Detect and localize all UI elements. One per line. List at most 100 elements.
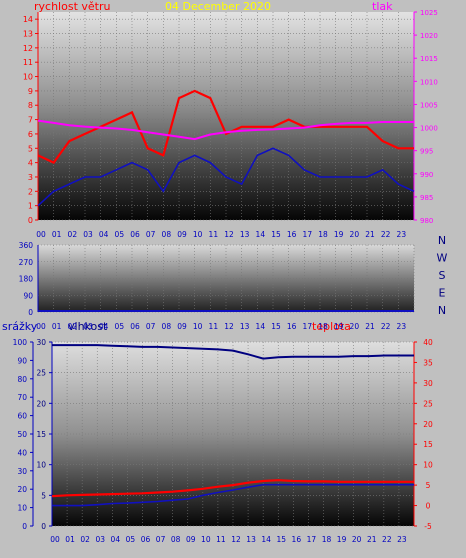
wind-tick-label: 10 (23, 73, 33, 82)
x-tick-label: 21 (365, 230, 375, 239)
x-tick-label: 00 (36, 230, 46, 239)
compass-label: N (438, 304, 446, 317)
x-tick-label: 18 (318, 230, 328, 239)
precipitation-title: srážky (2, 320, 38, 333)
temperature-tick-label: 20 (423, 420, 433, 429)
precip-tick-label: 30 (17, 467, 27, 476)
precip-tick-label: 20 (17, 485, 27, 494)
x-tick-label: 11 (209, 230, 219, 239)
x-tick-label: 22 (381, 230, 391, 239)
pressure-tick-label: 985 (420, 194, 433, 202)
x-tick-label: 00 (36, 322, 46, 331)
x-tick-label: 23 (397, 535, 407, 544)
temperature-tick-label: 40 (423, 338, 433, 347)
x-tick-label: 20 (350, 322, 360, 331)
x-tick-label: 19 (337, 535, 347, 544)
x-tick-label: 03 (83, 230, 93, 239)
wind-tick-label: 0 (28, 216, 33, 225)
wind-tick-label: 9 (28, 87, 33, 96)
x-tick-label: 23 (397, 322, 407, 331)
x-tick-label: 12 (231, 535, 241, 544)
x-tick-label: 00 (50, 535, 60, 544)
direction-tick-label: 270 (19, 258, 34, 267)
x-tick-label: 06 (141, 535, 151, 544)
temperature-tick-label: 35 (423, 358, 433, 367)
x-tick-label: 17 (303, 230, 313, 239)
wind-tick-label: 5 (28, 144, 33, 153)
x-tick-label: 12 (224, 322, 234, 331)
direction-tick-label: 360 (19, 241, 34, 250)
x-tick-label: 09 (186, 535, 196, 544)
precip-tick-label: 40 (17, 448, 27, 457)
x-tick-label: 05 (115, 230, 125, 239)
x-tick-label: 08 (171, 535, 181, 544)
x-tick-label: 16 (292, 535, 302, 544)
temperature-tick-label: 0 (426, 502, 431, 511)
humidity-title: vlhkost (68, 320, 108, 333)
humidity-tick-label: 25 (36, 369, 46, 378)
x-tick-label: 04 (111, 535, 121, 544)
x-tick-label: 20 (352, 535, 362, 544)
series-precipitation (52, 483, 414, 507)
x-tick-label: 06 (130, 322, 140, 331)
x-tick-label: 03 (83, 322, 93, 331)
x-tick-label: 05 (126, 535, 136, 544)
wind-tick-label: 11 (23, 58, 33, 67)
wind-tick-label: 14 (23, 15, 33, 24)
direction-tick-label: 90 (23, 291, 33, 300)
series-layer (37, 89, 415, 507)
x-tick-label: 15 (271, 322, 281, 331)
pressure-tick-label: 1000 (420, 125, 438, 133)
temperature-title: teplota (312, 320, 351, 333)
temperature-tick-label: 25 (423, 399, 433, 408)
x-tick-label: 21 (367, 535, 377, 544)
x-tick-label: 07 (156, 535, 166, 544)
precip-tick-label: 50 (17, 430, 27, 439)
temperature-tick-label: 5 (426, 481, 431, 490)
compass-label: S (439, 269, 446, 282)
x-tick-label: 20 (350, 230, 360, 239)
x-tick-label: 10 (193, 230, 203, 239)
series-humidity (52, 344, 414, 360)
wind-tick-label: 2 (28, 187, 33, 196)
precip-tick-label: 0 (22, 522, 27, 531)
x-tick-label: 14 (261, 535, 271, 544)
x-tick-label: 13 (240, 230, 250, 239)
x-tick-label: 12 (224, 230, 234, 239)
precip-tick-label: 80 (17, 375, 27, 384)
pressure-tick-label: 990 (420, 171, 433, 179)
wind-tick-label: 8 (28, 101, 33, 110)
series-temperature (51, 479, 414, 498)
direction-tick-label: 0 (28, 308, 33, 317)
x-tick-label: 01 (52, 230, 62, 239)
temperature-tick-label: -5 (424, 522, 432, 531)
x-tick-label: 22 (382, 535, 392, 544)
humidity-tick-label: 0 (41, 522, 46, 531)
x-tick-label: 11 (209, 322, 219, 331)
wind-tick-label: 1 (28, 202, 33, 211)
x-tick-label: 04 (99, 230, 109, 239)
temperature-tick-label: 10 (423, 461, 433, 470)
temperature-tick-label: 15 (423, 440, 433, 449)
x-tick-label: 03 (95, 535, 105, 544)
humidity-tick-label: 30 (36, 338, 46, 347)
x-tick-label: 16 (287, 322, 297, 331)
x-tick-label: 14 (256, 322, 266, 331)
x-tick-label: 17 (307, 535, 317, 544)
compass-label: E (439, 287, 446, 300)
x-tick-label: 19 (334, 230, 344, 239)
x-tick-label: 02 (68, 322, 78, 331)
x-tick-label: 15 (271, 230, 281, 239)
x-tick-label: 02 (80, 535, 90, 544)
x-tick-label: 05 (115, 322, 125, 331)
x-tick-label: 09 (177, 322, 187, 331)
series-wind-min (37, 147, 415, 207)
x-tick-label: 06 (130, 230, 140, 239)
precip-tick-label: 70 (17, 393, 27, 402)
x-tick-label: 15 (276, 535, 286, 544)
x-tick-label: 13 (240, 322, 250, 331)
precip-tick-label: 60 (17, 412, 27, 421)
humidity-tick-label: 10 (36, 461, 46, 470)
humidity-tick-label: 20 (36, 399, 46, 408)
